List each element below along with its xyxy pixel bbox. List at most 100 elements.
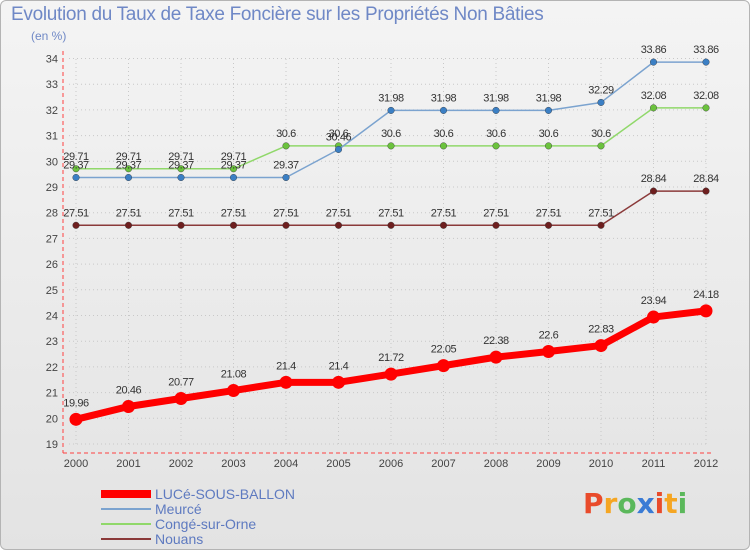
data-label-meurce: 29.37 [116, 159, 142, 171]
data-label-nouans: 27.51 [378, 207, 404, 219]
data-label-nouans: 27.51 [63, 207, 89, 219]
data-label-nouans: 28.84 [693, 173, 719, 185]
data-label-meurce: 29.37 [221, 159, 247, 171]
data-label-meurce: 29.37 [168, 159, 194, 171]
legend-item-conge-sur-orne[interactable]: Congé-sur-Orne [101, 516, 256, 532]
data-label-luce-sous-ballon: 23.94 [641, 295, 667, 307]
data-point-luce-sous-ballon [647, 310, 660, 324]
data-label-conge-sur-orne: 30.6 [434, 128, 454, 140]
y-tick-label: 22 [46, 362, 58, 374]
data-label-nouans: 28.84 [641, 173, 667, 185]
data-point-nouans [597, 221, 605, 229]
y-tick-label: 27 [46, 233, 58, 245]
data-label-luce-sous-ballon: 22.05 [431, 344, 457, 356]
data-label-meurce: 29.37 [63, 159, 89, 171]
y-tick-label: 29 [46, 182, 58, 194]
x-tick-label: 2000 [64, 458, 88, 470]
y-tick-label: 21 [46, 388, 58, 400]
data-point-nouans [702, 187, 710, 195]
y-tick-label: 30 [46, 156, 58, 168]
proxiti-logo[interactable]: Proxiti [583, 487, 687, 520]
data-label-luce-sous-ballon: 24.18 [693, 289, 719, 301]
logo-letter: x [636, 487, 655, 520]
data-point-meurce [335, 145, 343, 153]
data-point-luce-sous-ballon [699, 304, 713, 318]
data-label-luce-sous-ballon: 22.83 [588, 324, 614, 336]
data-point-nouans [650, 187, 658, 195]
data-point-nouans [492, 221, 500, 229]
data-label-conge-sur-orne: 30.6 [276, 128, 296, 140]
data-label-conge-sur-orne: 30.6 [329, 128, 349, 140]
legend-label: Congé-sur-Orne [155, 516, 257, 532]
logo-letter: o [617, 487, 637, 520]
data-point-conge-sur-orne [597, 142, 605, 150]
data-label-nouans: 27.51 [588, 207, 614, 219]
gridlines [69, 58, 709, 445]
data-label-luce-sous-ballon: 21.4 [329, 360, 349, 372]
data-point-conge-sur-orne [124, 165, 132, 173]
x-tick-label: 2011 [642, 458, 666, 470]
data-label-nouans: 27.51 [536, 207, 562, 219]
y-tick-label: 20 [46, 413, 58, 425]
data-point-luce-sous-ballon [437, 359, 450, 373]
legend-item-meurce[interactable]: Meurcé [101, 501, 202, 517]
data-label-conge-sur-orne: 29.71 [63, 151, 89, 163]
data-point-luce-sous-ballon [542, 344, 555, 358]
data-point-meurce [545, 106, 553, 114]
x-tick-label: 2010 [589, 458, 613, 470]
data-label-meurce: 31.98 [536, 92, 562, 104]
data-point-conge-sur-orne [650, 104, 658, 112]
data-label-meurce: 30.46 [326, 131, 352, 143]
legend-swatch-meurce [101, 508, 151, 510]
data-point-luce-sous-ballon [69, 412, 83, 426]
data-point-luce-sous-ballon [384, 367, 398, 381]
x-tick-label: 2012 [694, 458, 718, 470]
logo-letter: t [664, 487, 678, 520]
data-label-conge-sur-orne: 30.6 [486, 128, 506, 140]
x-tick-label: 2003 [221, 458, 245, 470]
y-tick-label: 34 [46, 54, 58, 66]
legend-swatch-conge-sur-orne [101, 523, 151, 525]
data-label-luce-sous-ballon: 19.96 [63, 397, 89, 409]
data-point-conge-sur-orne [440, 142, 448, 150]
y-tick-label: 26 [46, 259, 58, 271]
y-tick-label: 25 [46, 285, 58, 297]
data-label-meurce: 31.98 [431, 92, 457, 104]
data-point-conge-sur-orne [229, 165, 237, 173]
data-point-meurce [650, 58, 658, 66]
legend-label: LUCé-SOUS-BALLON [155, 486, 296, 502]
data-point-luce-sous-ballon [279, 375, 293, 389]
data-label-meurce: 33.86 [641, 44, 667, 56]
data-labels: 27.51 27.51 27.51 27.51 27.51 27.51 27.51 27.51… [63, 44, 719, 409]
x-tick-label: 2009 [536, 458, 560, 470]
legend-item-nouans[interactable]: Nouans [101, 531, 203, 547]
legend-item-luce-sous-ballon[interactable]: LUCé-SOUS-BALLON [101, 486, 295, 502]
x-tick-label: 2005 [326, 458, 350, 470]
legend-swatch-luce-sous-ballon [101, 490, 151, 498]
data-label-conge-sur-orne: 29.71 [221, 151, 247, 163]
data-point-meurce [124, 173, 132, 181]
data-point-conge-sur-orne [387, 142, 395, 150]
data-point-meurce [72, 173, 80, 181]
data-point-luce-sous-ballon [227, 384, 240, 398]
series-lines [69, 58, 713, 426]
data-label-nouans: 27.51 [483, 207, 509, 219]
data-point-luce-sous-ballon [122, 399, 135, 413]
data-label-nouans: 27.51 [273, 207, 299, 219]
data-point-meurce [387, 106, 395, 114]
data-label-luce-sous-ballon: 20.46 [116, 384, 142, 396]
data-point-luce-sous-ballon [489, 350, 503, 364]
logo-letter: P [583, 487, 604, 520]
x-tick-label: 2001 [116, 458, 140, 470]
data-label-nouans: 27.51 [221, 207, 247, 219]
data-label-conge-sur-orne: 29.71 [168, 151, 194, 163]
data-point-nouans [440, 221, 448, 229]
data-point-meurce [177, 173, 185, 181]
data-label-luce-sous-ballon: 21.08 [221, 369, 247, 381]
data-point-nouans [282, 221, 290, 229]
y-unit-label: (en %) [31, 29, 67, 43]
data-point-luce-sous-ballon [332, 375, 345, 389]
x-tick-label: 2008 [484, 458, 508, 470]
data-label-conge-sur-orne: 30.6 [381, 128, 401, 140]
